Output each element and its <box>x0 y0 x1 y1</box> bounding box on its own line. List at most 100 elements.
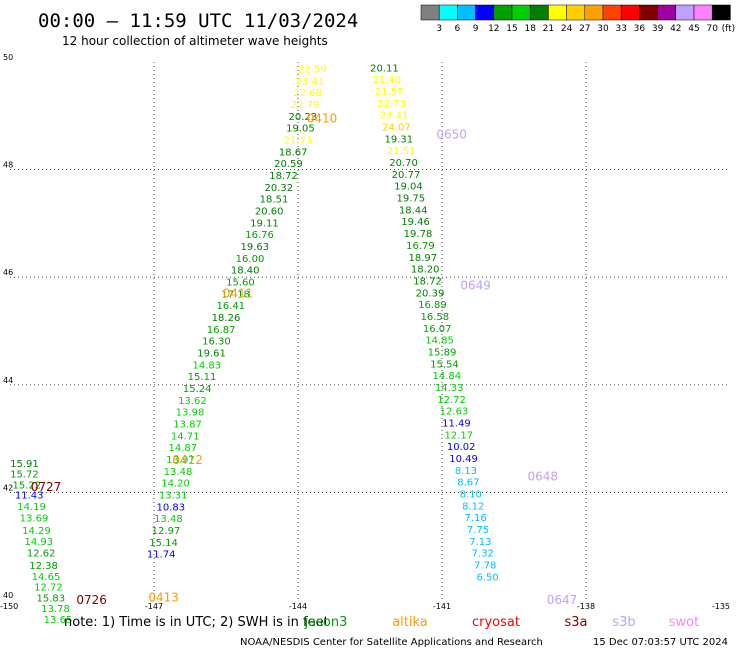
wave-height-point: 15.14 <box>149 538 178 549</box>
satellite-legend-label: s3a <box>564 615 587 630</box>
colorbar-swatch <box>639 4 658 21</box>
wave-height-point: 20.60 <box>255 206 284 217</box>
colorbar-label: 3 <box>436 24 442 34</box>
pass-label: 0649 <box>460 278 491 292</box>
wave-height-point: 20.77 <box>392 170 421 181</box>
wave-height-point: 19.04 <box>394 182 423 193</box>
chart-title: 00:00 – 11:59 UTC 11/03/2024 <box>38 10 358 32</box>
chart-subtitle: 12 hour collection of altimeter wave hei… <box>62 34 328 48</box>
colorbar-swatch <box>584 4 604 21</box>
wave-height-point: 18.40 <box>231 266 260 277</box>
wave-height-point: 19.78 <box>404 229 433 240</box>
x-tick-label: -144 <box>289 602 307 611</box>
wave-height-point: 18.72 <box>269 171 298 182</box>
satellite-legend-label: cryosat <box>472 615 520 630</box>
wave-height-point: 22.73 <box>377 99 406 110</box>
colorbar-label: 21 <box>543 24 554 34</box>
wave-height-point: 13.48 <box>154 514 183 525</box>
colorbar-label: 6 <box>455 24 461 34</box>
wave-height-point: 14.33 <box>435 383 464 394</box>
wave-height-point: 22.68 <box>293 88 322 99</box>
colorbar-swatch <box>420 4 440 21</box>
satellite-legend-label: s3b <box>612 615 635 630</box>
wave-height-point: 20.70 <box>389 158 418 169</box>
wave-height-point: 15.22 <box>12 480 41 491</box>
wave-height-point: 16.07 <box>423 324 452 335</box>
wave-height-point: 12.38 <box>29 561 58 572</box>
wave-height-point: 7.16 <box>464 513 486 524</box>
wave-height-point: 13.98 <box>176 408 205 419</box>
pass-label: 0647 <box>547 593 578 607</box>
wave-height-point: 19.05 <box>286 124 315 135</box>
wave-height-point: 21.73 <box>284 135 313 146</box>
wave-height-point: 14.87 <box>168 443 197 454</box>
pass-label: 0410 <box>307 111 338 125</box>
wave-height-point: 21.40 <box>372 75 401 86</box>
colorbar-swatch <box>511 4 531 21</box>
wave-height-point: 15.54 <box>430 359 459 370</box>
pass-label: 0726 <box>76 593 107 607</box>
wave-height-point: 7.13 <box>469 537 491 548</box>
x-tick-label: -135 <box>712 602 730 611</box>
colorbar-swatch <box>675 4 695 21</box>
wave-height-point: 12.72 <box>34 583 63 594</box>
colorbar-swatch <box>711 4 731 21</box>
wave-height-point: 14.71 <box>171 431 200 442</box>
wave-height-point: 13.31 <box>159 491 188 502</box>
wave-height-point: 22.59 <box>298 64 327 75</box>
x-tick-label: -150 <box>0 602 18 611</box>
colorbar-label: 30 <box>597 24 609 34</box>
wave-height-point: 12.62 <box>27 549 56 560</box>
wave-height-point: 10.02 <box>447 442 476 453</box>
wave-height-point: 12.72 <box>437 395 466 406</box>
pass-labels: 0410 0411 0412 0413 0650 0649 0648 0647 0727 0726 <box>31 111 578 607</box>
wave-height-point: 18.51 <box>260 195 289 206</box>
wave-height-point: 18.44 <box>399 205 428 216</box>
wave-height-point: 20.23 <box>288 112 317 123</box>
colorbar-label: 36 <box>634 24 646 34</box>
wave-height-point: 11.49 <box>442 418 471 429</box>
wave-height-point: 13.48 <box>164 467 193 478</box>
wave-height-point: 20.11 <box>370 63 399 74</box>
wave-height-point: 15.83 <box>36 593 65 604</box>
wave-height-point: 16.41 <box>216 301 245 312</box>
wave-height-point: 23.41 <box>380 111 409 122</box>
colorbar-swatch <box>438 4 458 21</box>
wave-height-point: 13.69 <box>20 514 49 525</box>
pass-label: 0413 <box>148 590 179 604</box>
wave-height-point: 21.57 <box>375 87 404 98</box>
wave-height-point: 14.93 <box>24 537 53 548</box>
satellite-legend-label: altika <box>392 615 428 630</box>
y-tick-label: 48 <box>3 161 13 170</box>
wave-height-point: 16.87 <box>207 325 236 336</box>
wave-height-point: 16.00 <box>236 254 265 265</box>
timestamp-text: 15 Dec 07:03:57 UTC 2024 <box>593 637 728 648</box>
wave-height-point: 17.18 <box>221 289 250 300</box>
wave-height-point: 12.17 <box>444 430 473 441</box>
wave-height-point: 10.83 <box>156 502 185 513</box>
wave-height-point: 15.24 <box>183 384 212 395</box>
wave-height-point: 15.60 <box>226 278 255 289</box>
colorbar-swatch <box>693 4 713 21</box>
wave-height-point: 14.84 <box>432 371 461 382</box>
colorbar-swatch <box>620 4 640 21</box>
satellite-legend-label: jason3 <box>304 615 348 630</box>
wave-height-point: 19.11 <box>250 218 279 229</box>
wave-height-point: 7.75 <box>467 525 489 536</box>
colorbar-label: 45 <box>688 24 699 34</box>
y-tick-label: 42 <box>3 483 13 492</box>
pass-label: 0727 <box>31 480 62 494</box>
colorbar-swatch <box>602 4 622 21</box>
wave-height-point: 16.58 <box>420 312 449 323</box>
wave-height-point: 16.30 <box>202 337 231 348</box>
colorbar-label: 9 <box>473 24 479 34</box>
wave-height-point: 14.85 <box>425 336 454 347</box>
wave-height-point: 19.31 <box>384 134 413 145</box>
wave-height-point: 24.07 <box>382 123 411 134</box>
wave-height-point: 13.97 <box>166 455 195 466</box>
colorbar-label: 70 <box>706 24 718 34</box>
colorbar-label: 33 <box>615 24 626 34</box>
y-tick-label: 50 <box>3 53 13 62</box>
wave-height-point: 18.26 <box>212 313 241 324</box>
